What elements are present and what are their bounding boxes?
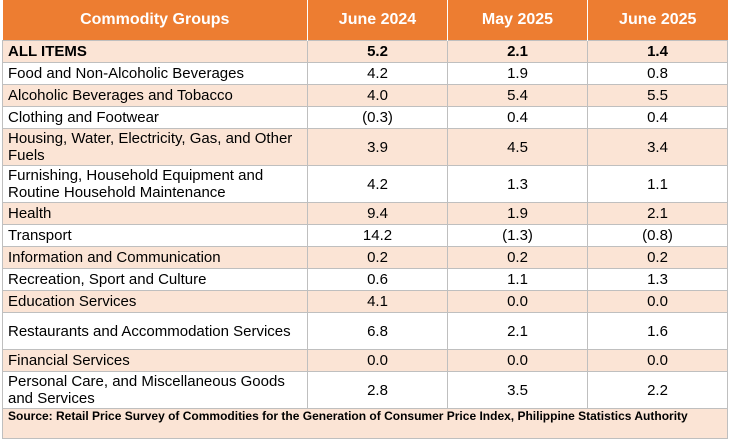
table-row: Financial Services 0.0 0.0 0.0 (2, 349, 728, 372)
source-note: Source: Retail Price Survey of Commoditi… (2, 408, 728, 439)
cell-may-2025: 2.1 (447, 40, 588, 63)
cell-may-2025: 1.9 (447, 202, 588, 225)
cell-may-2025: 1.3 (447, 165, 588, 203)
cell-may-2025: 1.1 (447, 268, 588, 291)
cell-june-2025: 1.4 (587, 40, 728, 63)
cell-june-2025: 0.8 (587, 62, 728, 85)
cell-may-2025: 0.0 (447, 349, 588, 372)
row-label: Information and Communication (2, 246, 308, 269)
cell-june-2024: 0.0 (307, 349, 448, 372)
cell-june-2025: 1.6 (587, 312, 728, 350)
cell-may-2025: 2.1 (447, 312, 588, 350)
cell-june-2024: 6.8 (307, 312, 448, 350)
cell-june-2025: 3.4 (587, 128, 728, 166)
cell-june-2025: 1.3 (587, 268, 728, 291)
row-label: Financial Services (2, 349, 308, 372)
cell-may-2025: 4.5 (447, 128, 588, 166)
row-label: Transport (2, 224, 308, 247)
cell-june-2025: 0.0 (587, 290, 728, 313)
table-row: Restaurants and Accommodation Services 6… (2, 312, 728, 350)
cell-may-2025: 0.4 (447, 106, 588, 129)
row-label: Clothing and Footwear (2, 106, 308, 129)
header-commodity-groups: Commodity Groups (2, 0, 308, 41)
cell-june-2025: 0.2 (587, 246, 728, 269)
cell-june-2025: (0.8) (587, 224, 728, 247)
source-row: Source: Retail Price Survey of Commoditi… (2, 408, 728, 439)
table-row: Food and Non-Alcoholic Beverages 4.2 1.9… (2, 62, 728, 85)
cell-june-2024: 3.9 (307, 128, 448, 166)
header-june-2025: June 2025 (587, 0, 728, 41)
row-label: Education Services (2, 290, 308, 313)
cell-june-2024: 5.2 (307, 40, 448, 63)
table-row: Recreation, Sport and Culture 0.6 1.1 1.… (2, 268, 728, 291)
table-row: Personal Care, and Miscellaneous Goods a… (2, 371, 728, 409)
table-row: Clothing and Footwear (0.3) 0.4 0.4 (2, 106, 728, 129)
cell-june-2025: 0.4 (587, 106, 728, 129)
cell-june-2025: 2.2 (587, 371, 728, 409)
cell-june-2024: 9.4 (307, 202, 448, 225)
cell-may-2025: 3.5 (447, 371, 588, 409)
cell-may-2025: 5.4 (447, 84, 588, 107)
table-row: Housing, Water, Electricity, Gas, and Ot… (2, 128, 728, 166)
table-row: Health 9.4 1.9 2.1 (2, 202, 728, 225)
cell-june-2024: 4.2 (307, 62, 448, 85)
header-row: Commodity Groups June 2024 May 2025 June… (2, 0, 728, 41)
cell-june-2024: 0.2 (307, 246, 448, 269)
row-label: Alcoholic Beverages and Tobacco (2, 84, 308, 107)
table-row: Transport 14.2 (1.3) (0.8) (2, 224, 728, 247)
cell-may-2025: 0.2 (447, 246, 588, 269)
row-label: Recreation, Sport and Culture (2, 268, 308, 291)
cell-may-2025: 0.0 (447, 290, 588, 313)
row-label: Restaurants and Accommodation Services (2, 312, 308, 350)
cell-june-2025: 1.1 (587, 165, 728, 203)
table-row: Information and Communication 0.2 0.2 0.… (2, 246, 728, 269)
table-row: Alcoholic Beverages and Tobacco 4.0 5.4 … (2, 84, 728, 107)
cell-june-2025: 2.1 (587, 202, 728, 225)
row-label: Health (2, 202, 308, 225)
cell-june-2025: 0.0 (587, 349, 728, 372)
row-label: ALL ITEMS (2, 40, 308, 63)
cell-june-2024: 4.1 (307, 290, 448, 313)
cell-june-2024: 4.0 (307, 84, 448, 107)
table-row: Furnishing, Household Equipment and Rout… (2, 165, 728, 203)
cell-june-2024: 14.2 (307, 224, 448, 247)
cell-june-2025: 5.5 (587, 84, 728, 107)
row-label: Furnishing, Household Equipment and Rout… (2, 165, 308, 203)
cell-june-2024: 0.6 (307, 268, 448, 291)
header-may-2025: May 2025 (447, 0, 588, 41)
cell-june-2024: (0.3) (307, 106, 448, 129)
table-row: Education Services 4.1 0.0 0.0 (2, 290, 728, 313)
header-june-2024: June 2024 (307, 0, 448, 41)
table-row-all-items: ALL ITEMS 5.2 2.1 1.4 (2, 40, 728, 63)
row-label: Personal Care, and Miscellaneous Goods a… (2, 371, 308, 409)
cell-may-2025: (1.3) (447, 224, 588, 247)
row-label: Food and Non-Alcoholic Beverages (2, 62, 308, 85)
row-label: Housing, Water, Electricity, Gas, and Ot… (2, 128, 308, 166)
cell-june-2024: 2.8 (307, 371, 448, 409)
cell-may-2025: 1.9 (447, 62, 588, 85)
cell-june-2024: 4.2 (307, 165, 448, 203)
